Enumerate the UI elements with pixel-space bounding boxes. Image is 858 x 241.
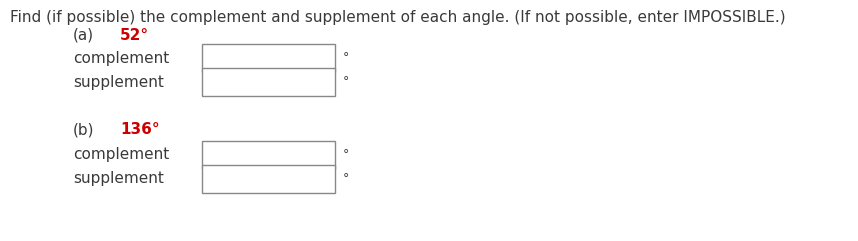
Text: Find (if possible) the complement and supplement of each angle. (If not possible: Find (if possible) the complement and su…: [10, 10, 786, 25]
Text: °: °: [342, 75, 348, 88]
Text: 136°: 136°: [120, 122, 160, 138]
Text: supplement: supplement: [73, 74, 164, 89]
FancyBboxPatch shape: [202, 68, 335, 96]
Text: (b): (b): [73, 122, 94, 138]
Text: °: °: [342, 148, 348, 161]
Text: complement: complement: [73, 147, 169, 162]
Text: complement: complement: [73, 51, 169, 66]
Text: (a): (a): [73, 27, 94, 42]
Text: supplement: supplement: [73, 172, 164, 187]
Text: 52°: 52°: [120, 27, 149, 42]
Text: °: °: [342, 52, 348, 65]
FancyBboxPatch shape: [202, 141, 335, 169]
Text: °: °: [342, 173, 348, 186]
FancyBboxPatch shape: [202, 44, 335, 72]
FancyBboxPatch shape: [202, 165, 335, 193]
